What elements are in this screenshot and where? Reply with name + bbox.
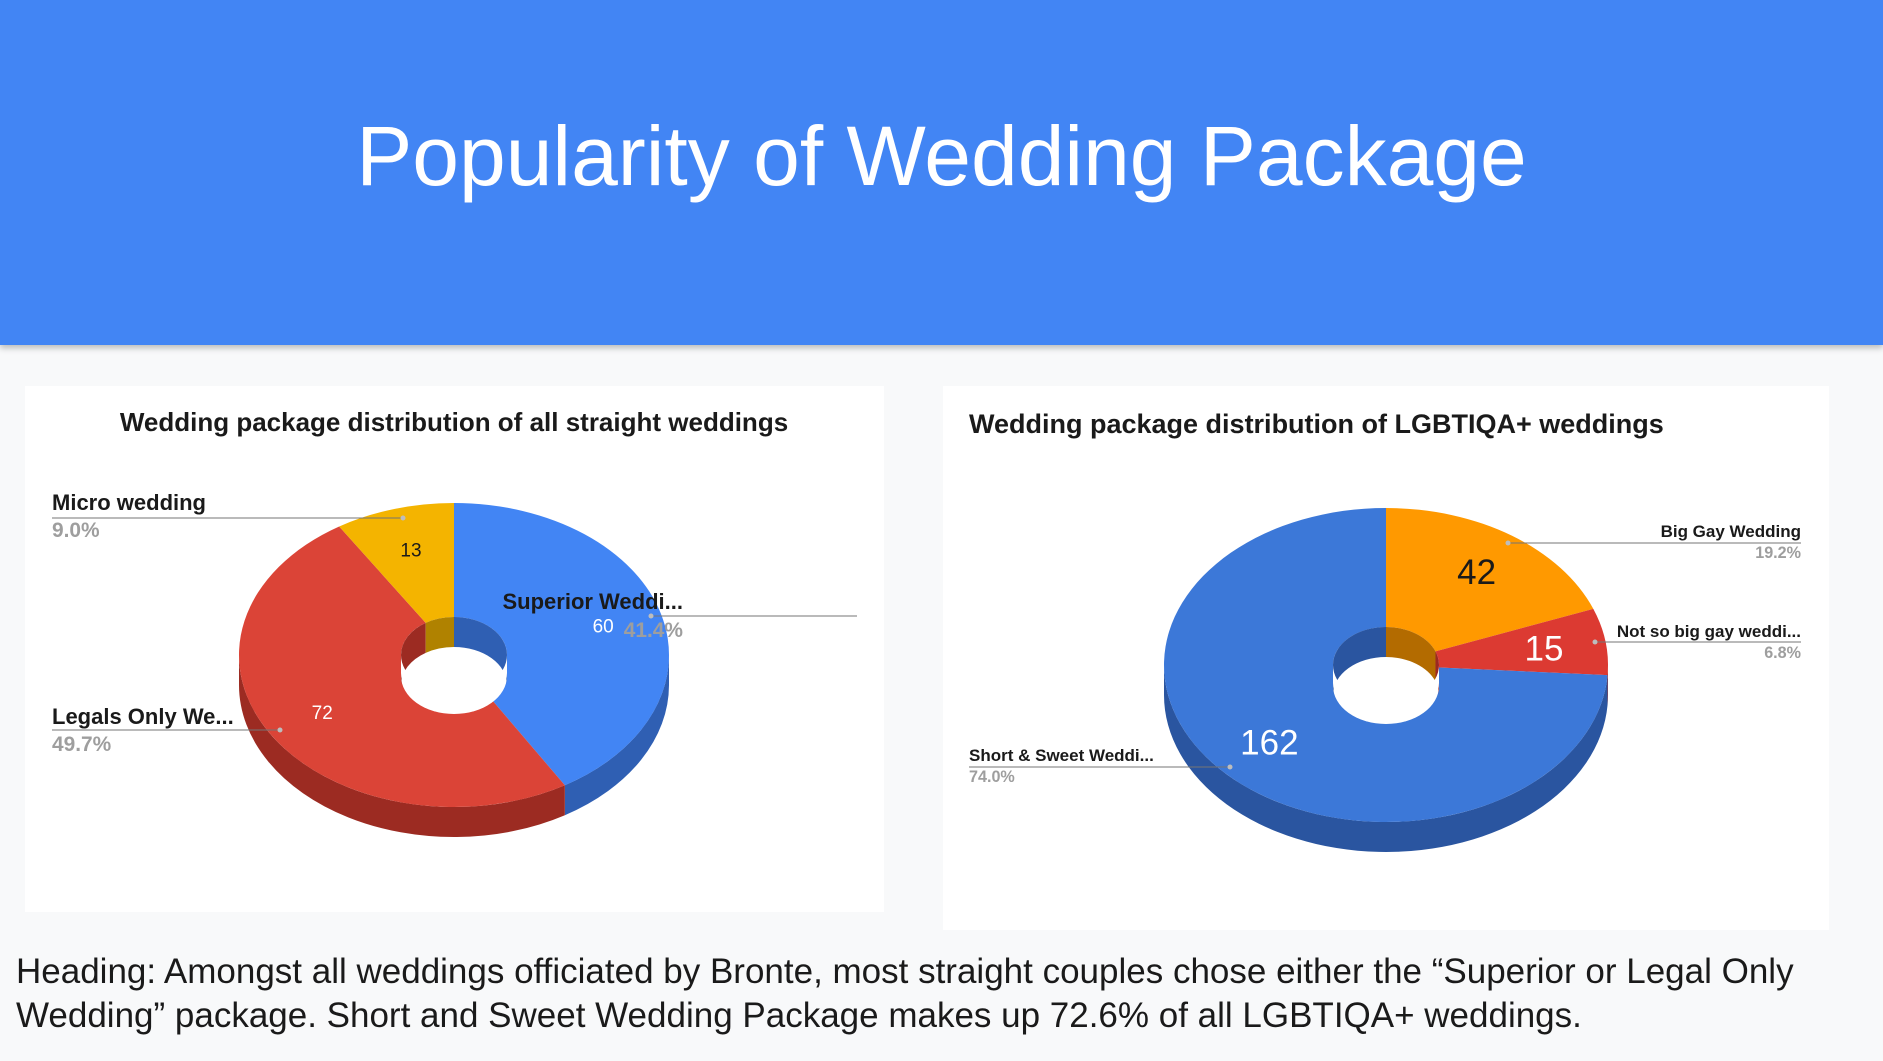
pie-hole-wall — [425, 617, 454, 653]
lgbtiqa-weddings-chart: Wedding package distribution of LGBTIQA+… — [969, 409, 1801, 853]
slice-name-label: Superior Weddi... — [502, 589, 683, 614]
slice-percent-label: 9.0% — [52, 519, 100, 542]
slide-title: Popularity of Wedding Package — [356, 109, 1527, 203]
pie-slice[interactable] — [454, 503, 669, 786]
leader-dot — [1505, 540, 1511, 546]
pie-slice[interactable] — [1164, 508, 1608, 822]
title-banner: Popularity of Wedding Package — [0, 0, 1883, 345]
chart-title: Wedding package distribution of all stra… — [120, 407, 788, 437]
pie-hole-wall — [1386, 627, 1436, 682]
slice-value-label: 15 — [1525, 629, 1564, 668]
slice-percent-label: 19.2% — [1755, 544, 1801, 562]
slice-name-label: Big Gay Wedding — [1661, 522, 1801, 541]
slice-percent-label: 6.8% — [1764, 644, 1801, 662]
slice-value-label: 162 — [1240, 724, 1298, 763]
leader-dot — [400, 515, 406, 521]
straight-weddings-chart-panel: Wedding package distribution of all stra… — [25, 386, 884, 912]
slice-value-label: 60 — [593, 616, 614, 637]
pie-hole-wall — [454, 617, 507, 685]
lgbtiqa-weddings-chart-panel: Wedding package distribution of LGBTIQA+… — [943, 386, 1829, 930]
slice-name-label: Not so big gay weddi... — [1617, 622, 1801, 641]
pie-slice[interactable] — [1435, 608, 1608, 676]
leader-dot — [1592, 639, 1598, 645]
pie-slice[interactable] — [1386, 508, 1594, 652]
straight-weddings-chart: Wedding package distribution of all stra… — [52, 407, 857, 837]
slice-name-label: Micro wedding — [52, 490, 206, 515]
leader-dot — [648, 613, 654, 619]
slice-percent-label: 74.0% — [969, 768, 1015, 786]
leader-dot — [277, 727, 283, 733]
pie-hole-opening — [1333, 665, 1439, 721]
leader-dot — [1227, 764, 1233, 770]
pie-hole-wall — [1333, 627, 1386, 695]
slice-name-label: Short & Sweet Weddi... — [969, 746, 1154, 765]
slice-value-label: 13 — [400, 541, 421, 562]
pie-hole — [401, 617, 507, 714]
slice-percent-label: 49.7% — [52, 733, 112, 756]
pie-slices — [1164, 508, 1608, 822]
slice-percent-label: 41.4% — [624, 619, 684, 642]
slice-name-label: Legals Only We... — [52, 704, 234, 729]
slide-caption: Heading: Amongst all weddings officiated… — [16, 952, 1794, 1035]
pie-hole — [1333, 627, 1439, 724]
slice-value-label: 72 — [312, 703, 333, 724]
pie-slice-side — [239, 655, 565, 837]
pie-side-walls — [239, 655, 669, 837]
pie-hole-opening — [401, 655, 507, 711]
chart-title: Wedding package distribution of LGBTIQA+… — [969, 409, 1664, 439]
pie-side-walls — [1164, 665, 1608, 853]
pie-hole-wall — [401, 622, 426, 685]
pie-slice-side — [564, 655, 669, 816]
pie-slice[interactable] — [339, 503, 454, 623]
pie-slice-side — [1164, 665, 1608, 853]
slice-value-label: 42 — [1457, 553, 1496, 592]
